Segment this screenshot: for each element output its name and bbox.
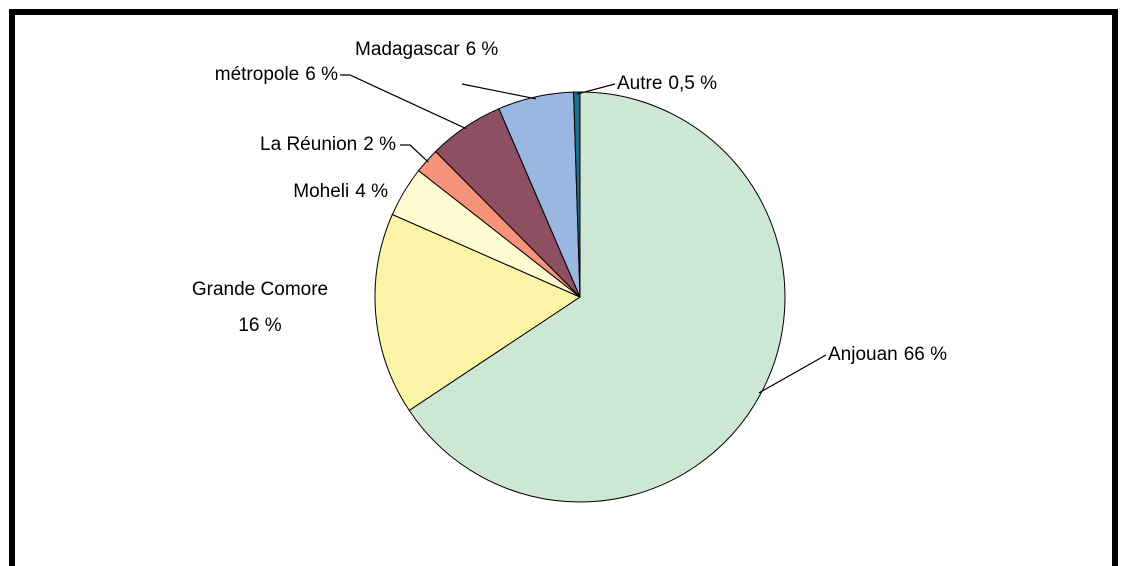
leader-line [400,144,429,163]
category-label: Grande Comore [192,279,328,300]
frame [9,9,1118,566]
category-label: Madagascar [355,39,460,60]
slice-label: Madagascar 6 % [355,39,498,60]
slice-label: Grande Comore 16 % [192,279,328,336]
leader-line [340,74,467,130]
pie-slice [408,91,786,503]
slice-label: La Réunion 2 % [260,134,396,155]
category-label: métropole [215,64,300,85]
value-label: 2 % [363,134,396,155]
slice-label: Anjouan 66 % [828,344,947,365]
value-label: 6 % [466,39,499,60]
slice-label: Moheli 4 % [293,181,388,202]
value-label: 4 % [355,181,388,202]
category-label: Autre [617,73,662,94]
leader-line [461,83,537,100]
category-label: Anjouan [828,344,898,365]
leader-line [576,83,616,95]
value-label: 66 % [904,344,947,365]
value-label: 16 % [238,315,281,336]
labels: Anjouan 66 % Grande Comore 16 % Moheli 4 % La … [192,39,947,394]
pie-slice [374,213,582,412]
pie [374,91,786,503]
slice-label: Autre 0,5 % [617,73,717,94]
pie-slice [573,91,581,298]
value-label: 6 % [305,64,338,85]
value-label: 0,5 % [668,73,717,94]
category-label: Moheli [293,181,349,202]
leader-line [758,354,827,394]
category-label: La Réunion [260,134,357,155]
slice-label: métropole 6 % [215,64,338,85]
